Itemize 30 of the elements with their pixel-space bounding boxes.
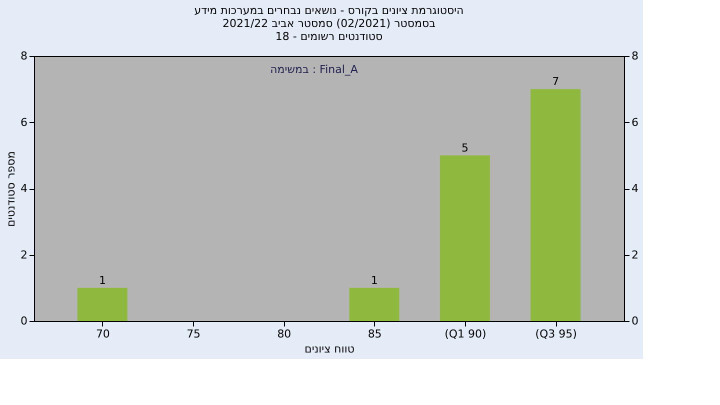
text: סטודנטים רשומים - 18 <box>275 30 383 43</box>
y-tick-label: 2 <box>20 248 28 262</box>
x-tick-label: 85 <box>368 328 382 340</box>
annotation: במשימה : Final_A <box>270 63 358 76</box>
data-label: 1 <box>98 274 106 287</box>
x-tick-label: (Q1 90) <box>444 328 486 340</box>
y2-tick-label: 6 <box>632 116 638 129</box>
text: היסטוגרמת ציונים בקורס - נושאים נבחרים במערכות מידע <box>194 4 464 17</box>
bar <box>77 288 128 321</box>
data-label: 5 <box>461 141 468 154</box>
x-tick-label: 75 <box>186 328 201 340</box>
y-tick-label: 0 <box>20 314 28 328</box>
y2-tick-label: 8 <box>632 50 638 62</box>
bar <box>440 155 490 321</box>
bar <box>349 288 400 321</box>
data-label: 1 <box>370 274 378 287</box>
data-label: 7 <box>552 75 560 88</box>
y-tick-label: 8 <box>20 50 28 62</box>
y2-tick-label: 4 <box>632 182 638 195</box>
y2-tick-label: 0 <box>632 314 638 328</box>
x-tick-label: 70 <box>96 328 110 340</box>
y-axis-title: מספר סטודנטים <box>4 151 18 227</box>
x-axis-title: טווח ציונים <box>304 342 354 356</box>
x-tick-label: (Q3 95) <box>535 328 577 340</box>
bar <box>530 89 581 321</box>
y2-tick-label: 2 <box>632 248 638 262</box>
y-tick-label: 6 <box>20 116 28 129</box>
x-tick-label: 80 <box>277 328 292 340</box>
text: בסמסטר (02/2021) סמסטר אביב 2021/22 <box>222 17 436 30</box>
y-tick-label: 4 <box>20 182 28 195</box>
